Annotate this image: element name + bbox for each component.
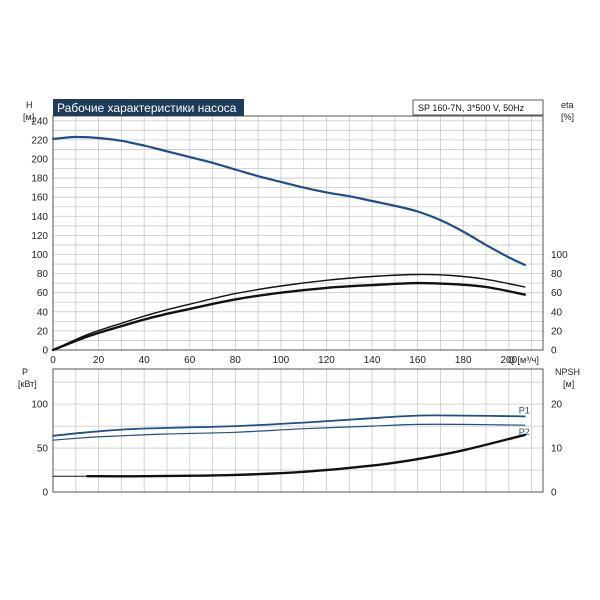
- left-tick-label: 120: [31, 231, 48, 242]
- left-tick-label: 0: [42, 346, 48, 357]
- bottom-left-axis-label: P: [22, 367, 28, 377]
- right-tick-label: 0: [551, 346, 557, 357]
- bottom-right-axis-label: NPSH: [555, 367, 580, 377]
- x-tick-label: 80: [230, 355, 242, 366]
- right-tick-label: 10: [551, 444, 563, 455]
- series-label-p1: P1: [519, 405, 530, 415]
- x-tick-label: 160: [409, 355, 426, 366]
- pump-info: SP 160-7N, 3*500 V, 50Hz: [418, 103, 525, 113]
- top-x-axis-label: Q [м³/ч]: [508, 355, 539, 365]
- left-tick-label: 50: [37, 444, 49, 455]
- x-tick-label: 60: [184, 355, 196, 366]
- top-left-axis-label: H: [26, 100, 33, 110]
- bottom-right-axis-unit: [м]: [563, 379, 574, 389]
- top-panel-series: [51, 135, 526, 352]
- right-tick-label: 40: [551, 307, 563, 318]
- series-line-4: [86, 433, 526, 478]
- x-tick-label: 120: [318, 355, 335, 366]
- bottom-panel-ticks: 0 50 100 0 10 20: [31, 400, 562, 499]
- left-tick-label: 100: [31, 400, 48, 411]
- left-tick-label: 60: [37, 288, 49, 299]
- left-tick-label: 140: [31, 212, 48, 223]
- left-tick-label: 0: [42, 488, 48, 499]
- right-tick-label: 80: [551, 269, 563, 280]
- series-line-3: [51, 281, 526, 352]
- top-right-axis-unit: [%]: [561, 112, 574, 122]
- left-tick-label: 80: [37, 269, 49, 280]
- bottom-panel-frame: [52, 368, 544, 493]
- series-line-p1: [52, 414, 526, 437]
- left-tick-label: 20: [37, 326, 49, 337]
- chart-title: Рабочие характеристики насоса: [57, 101, 237, 115]
- bottom-panel-series: P1 P2: [52, 405, 530, 478]
- top-panel-frame: [52, 115, 544, 351]
- x-tick-label: 140: [364, 355, 381, 366]
- left-tick-label: 200: [31, 154, 48, 165]
- left-tick-label: 100: [31, 250, 48, 261]
- series-line-p2: [52, 423, 526, 441]
- bottom-left-axis-unit: [кВт]: [18, 379, 37, 389]
- left-tick-label: 40: [37, 307, 49, 318]
- right-tick-label: 0: [551, 488, 557, 499]
- x-tick-label: 0: [50, 355, 56, 366]
- left-tick-label: 180: [31, 174, 48, 185]
- right-tick-label: 20: [551, 400, 563, 411]
- x-tick-label: 100: [273, 355, 290, 366]
- bottom-panel-grid: [53, 369, 543, 492]
- series-line-2: [52, 273, 526, 351]
- top-right-axis-label: eta: [561, 100, 574, 110]
- x-tick-label: 180: [455, 355, 472, 366]
- series-label-p2: P2: [519, 427, 530, 437]
- right-tick-label: 20: [551, 326, 563, 337]
- x-tick-label: 200: [500, 355, 517, 366]
- x-tick-label: 40: [139, 355, 151, 366]
- left-tick-label: 160: [31, 193, 48, 204]
- x-tick-label: 20: [93, 355, 105, 366]
- top-panel-ticks: 0204060801001201401601802002202400204060…: [31, 116, 568, 366]
- right-tick-label: 60: [551, 288, 563, 299]
- left-tick-label: 240: [31, 116, 48, 127]
- series-line-1: [51, 135, 526, 267]
- top-panel-grid: [53, 116, 543, 350]
- right-tick-label: 100: [551, 250, 568, 261]
- left-tick-label: 220: [31, 135, 48, 146]
- top-left-axis-unit: [м]: [23, 112, 34, 122]
- chart-title-box: [53, 99, 244, 116]
- pump-info-box: [412, 99, 544, 116]
